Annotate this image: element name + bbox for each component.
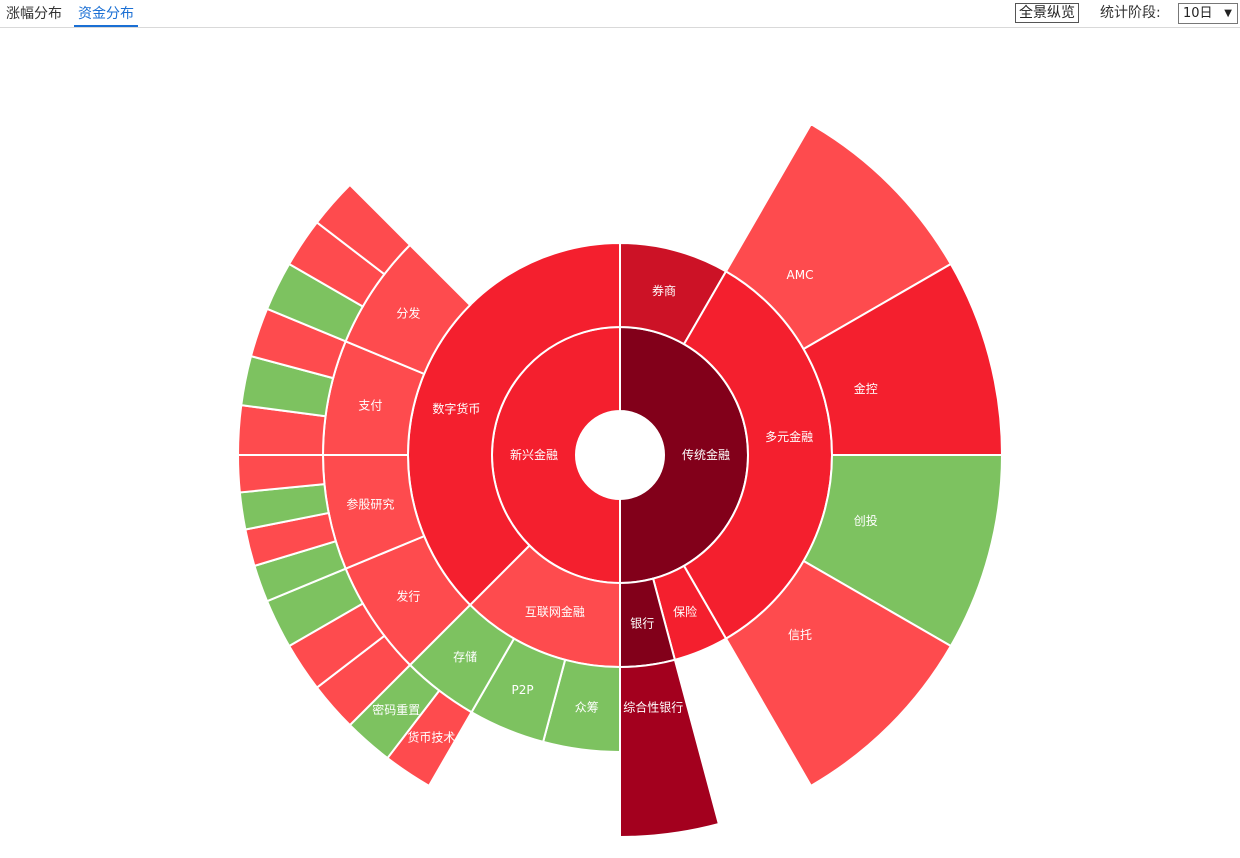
segment-label: 新兴金融 bbox=[510, 447, 558, 462]
segment-label: 金控 bbox=[854, 381, 878, 396]
tab-rise-distribution[interactable]: 涨幅分布 bbox=[6, 5, 62, 21]
caret-down-icon: ▼ bbox=[1224, 8, 1232, 19]
top-toolbar: 涨幅分布 资金分布 全景纵览 统计阶段: 10日 ▼ bbox=[0, 0, 1240, 28]
segment-label: 互联网金融 bbox=[525, 604, 585, 619]
segment-label: 信托 bbox=[788, 628, 812, 642]
segment-label: 券商 bbox=[652, 283, 676, 298]
segment-label: 数字货币 bbox=[432, 401, 480, 416]
segment-label: AMC bbox=[787, 268, 814, 282]
segment-label: 综合性银行 bbox=[623, 699, 683, 714]
segment-label: 货币技术 bbox=[407, 729, 455, 744]
sunburst-segment[interactable] bbox=[619, 658, 721, 839]
sunburst-segment[interactable] bbox=[724, 559, 953, 788]
overview-button[interactable]: 全景纵览 bbox=[1015, 3, 1079, 23]
segment-label: 创投 bbox=[854, 513, 878, 528]
tab-fund-distribution[interactable]: 资金分布 bbox=[74, 4, 138, 27]
segment-label: 众筹 bbox=[575, 700, 599, 714]
segment-label: 多元金融 bbox=[765, 429, 813, 444]
sunburst-segment[interactable] bbox=[315, 183, 412, 276]
segment-label: 存储 bbox=[453, 649, 477, 664]
stage-select[interactable]: 10日 ▼ bbox=[1178, 3, 1238, 24]
segment-label: P2P bbox=[512, 683, 534, 697]
segment-label: 银行 bbox=[630, 617, 654, 631]
stage-select-value: 10日 bbox=[1183, 6, 1213, 21]
segment-label: 密码重置 bbox=[372, 702, 420, 717]
stage-label: 统计阶段: bbox=[1100, 5, 1161, 21]
segment-label: 分发 bbox=[396, 306, 420, 321]
segment-label: 参股研究 bbox=[346, 497, 394, 512]
segment-label: 传统金融 bbox=[682, 447, 730, 462]
segment-label: 支付 bbox=[358, 398, 382, 412]
segment-label: 发行 bbox=[396, 588, 420, 603]
segment-label: 保险 bbox=[673, 604, 697, 619]
